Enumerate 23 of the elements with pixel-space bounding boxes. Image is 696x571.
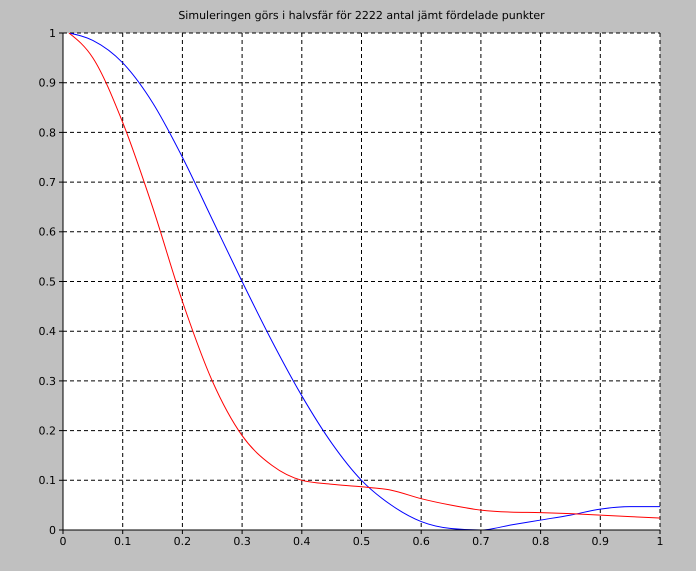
x-tick-label: 0.2 xyxy=(174,534,192,548)
y-tick-label: 0.6 xyxy=(38,226,56,239)
x-tick-label: 0.3 xyxy=(233,534,251,548)
y-tick-label: 0.3 xyxy=(38,374,56,388)
x-tick-label: 0.9 xyxy=(592,534,610,548)
y-tick-label: 0.9 xyxy=(38,76,56,90)
x-tick-label: 0.7 xyxy=(472,534,490,548)
x-tick-label: 0.8 xyxy=(532,534,550,548)
y-tick-label: 0.4 xyxy=(38,325,56,338)
x-tick-label: 1 xyxy=(656,534,664,548)
x-tick-label: 0.1 xyxy=(114,534,132,548)
y-tick-label: 1 xyxy=(49,26,56,40)
y-tick-label: 0.7 xyxy=(38,176,56,190)
x-tick-label: 0 xyxy=(60,534,66,548)
x-tick-label: 0.4 xyxy=(293,534,311,548)
y-tick-label: 0 xyxy=(49,524,56,537)
y-tick-label: 0.8 xyxy=(38,126,56,140)
y-tick-label: 0.2 xyxy=(38,424,56,438)
x-tick-label: 0.6 xyxy=(412,534,430,548)
y-tick-label: 0.1 xyxy=(38,474,56,488)
chart-title: Simuleringen görs i halvsfär för 2222 antal jämt fördelade punkter xyxy=(177,9,546,22)
x-tick-label: 0.5 xyxy=(352,534,370,548)
y-tick-label: 0.5 xyxy=(38,275,56,288)
